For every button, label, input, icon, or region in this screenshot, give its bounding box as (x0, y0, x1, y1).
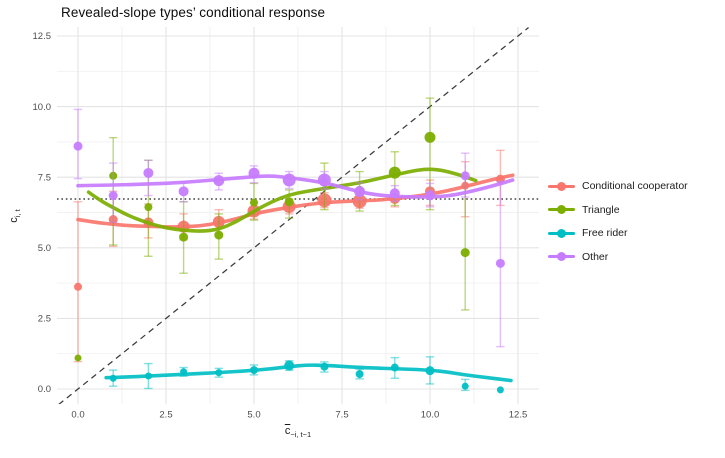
legend-label: Free rider (582, 227, 628, 239)
legend-key-line-dot-icon (548, 228, 575, 239)
legend-key-line-dot-icon (548, 181, 575, 192)
legend-item-conditional-cooperator: Conditional cooperator (548, 179, 688, 193)
chart-title: Revealed-slope types’ conditional respon… (61, 5, 326, 20)
legend-label: Triangle (582, 203, 620, 216)
legend-item-triangle: Triangle (548, 203, 688, 217)
svg-text:12.5: 12.5 (33, 31, 52, 42)
svg-text:5.0: 5.0 (247, 410, 260, 421)
svg-text:7.5: 7.5 (38, 172, 51, 183)
legend-item-other: Other (548, 250, 688, 264)
svg-text:10.0: 10.0 (33, 102, 52, 113)
y-axis-label: ci, t (8, 209, 23, 223)
svg-text:10.0: 10.0 (421, 410, 440, 421)
x-axis-label: c−i, t−1 (284, 425, 312, 440)
svg-text:5.0: 5.0 (38, 243, 51, 254)
legend-label: Other (582, 250, 609, 263)
legend-key-line-dot-icon (548, 251, 575, 262)
legend-key-line-dot-icon (548, 204, 575, 215)
svg-text:0.0: 0.0 (71, 410, 84, 421)
legend-label: Conditional cooperator (582, 180, 688, 192)
legend: Conditional cooperator Triangle Free rid… (548, 179, 688, 273)
legend-item-free-rider: Free rider (548, 226, 688, 240)
svg-text:2.5: 2.5 (38, 314, 51, 325)
svg-text:12.5: 12.5 (509, 410, 528, 421)
svg-text:7.5: 7.5 (335, 410, 348, 421)
svg-text:2.5: 2.5 (159, 410, 172, 421)
svg-text:0.0: 0.0 (38, 384, 51, 395)
